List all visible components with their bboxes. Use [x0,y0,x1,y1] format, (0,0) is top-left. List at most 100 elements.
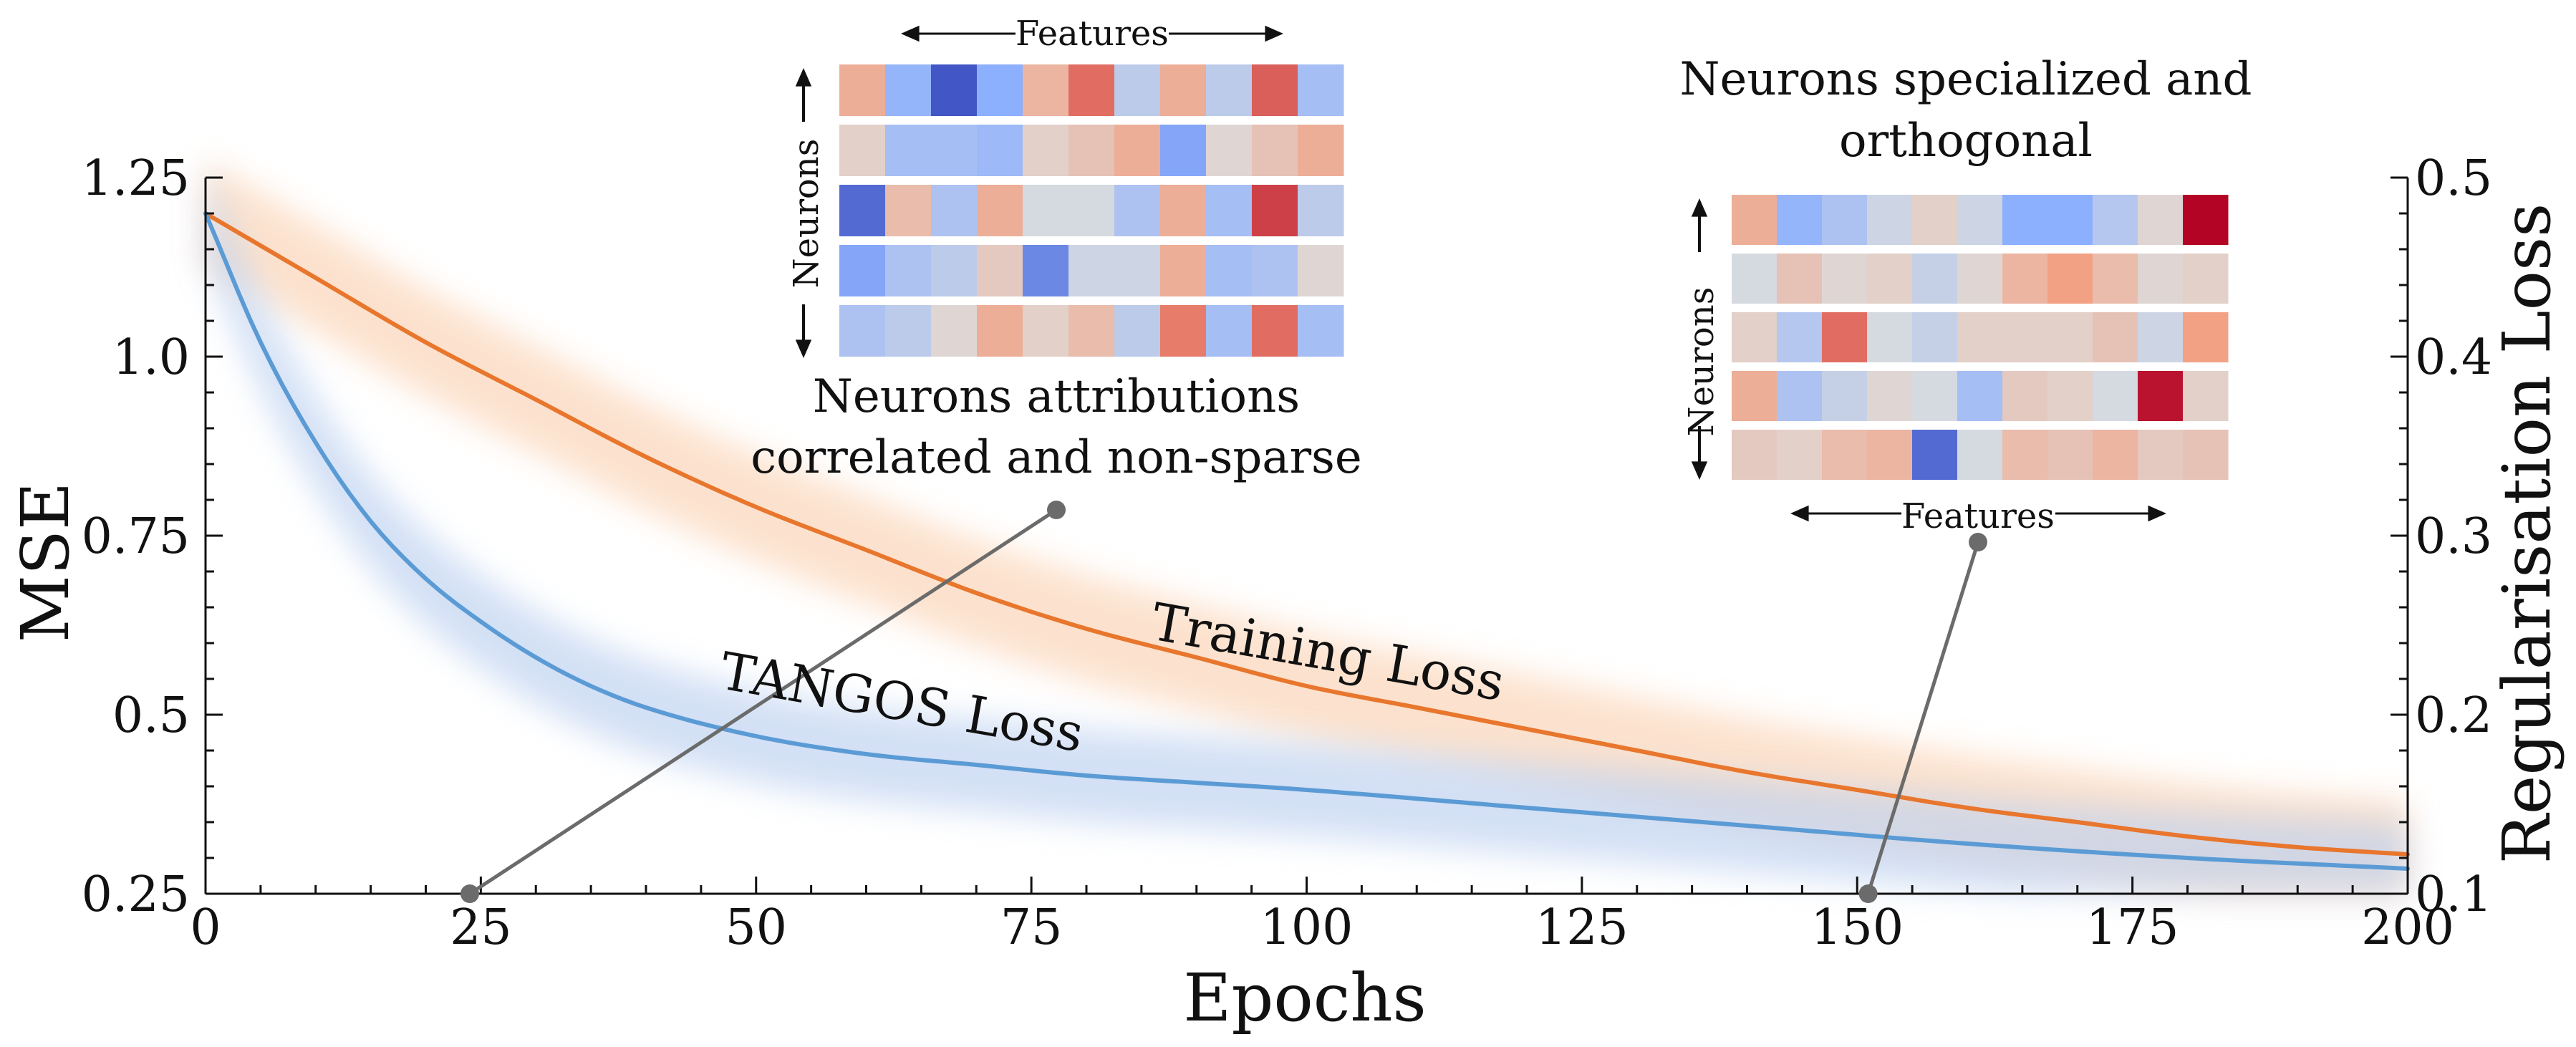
late-heatmap-cell [2183,312,2229,362]
arrow-right-icon [1265,25,1283,42]
heatmap-insets [795,25,2229,522]
early-heatmap-cell [839,64,886,116]
early-heatmap-cell [1023,245,1069,296]
early-heatmap-cell [1298,64,1344,116]
early-heatmap-cell [1160,305,1207,357]
loss-uncertainty-bands [206,160,2408,894]
late-heatmap-cell [2047,371,2093,421]
early-heatmap-cell [1206,305,1253,357]
late-heatmap-cell [1912,312,1958,362]
early-heatmap-cell [885,185,932,236]
early-leader-line [468,508,1058,896]
early-heatmap-cell [931,245,978,296]
arrow-down-icon [1691,461,1708,480]
late-heatmap-cell [2138,254,2184,304]
early-heatmap-cell [1114,305,1161,357]
late-heatmap-cell [1912,195,1958,245]
band-tangos-loss [206,167,2408,894]
early-label-marker [1047,501,1066,519]
late-heatmap-cell [1822,312,1868,362]
x-tick-label: 100 [1260,899,1354,956]
early-heatmap-cell [977,125,1023,176]
early-heatmap-cell [977,245,1023,296]
y2-tick-label: 0.2 [2415,687,2492,744]
late-heatmap-cell [2047,195,2093,245]
late-heatmap-cell [2002,195,2048,245]
early-annotation-line-2: correlated and non-sparse [751,431,1362,484]
arrow-up-icon [795,68,812,87]
early-heatmap-cell [1114,125,1161,176]
late-heatmap-cell [2093,195,2138,245]
early-heatmap-cell [1068,64,1115,116]
early-heatmap-cell [1206,125,1253,176]
early-heatmap-cell [1206,64,1253,116]
early-heatmap-cell [1023,125,1069,176]
y-tick-label: 0.25 [82,867,190,923]
late-heatmap-cell [1822,430,1868,480]
late-heatmap-cell [1732,430,1777,480]
late-heatmap-cell [1957,195,2003,245]
late-heatmap-cell [1732,254,1777,304]
late-heatmap-cell [2047,254,2093,304]
early-heatmap-cell [1298,125,1344,176]
early-heatmap-cell [885,305,932,357]
late-heatmap-cell [1867,371,1913,421]
early-heatmap-cell [1114,64,1161,116]
x-axis-title: Epochs [1183,960,1426,1036]
x-tick-label: 75 [1000,899,1063,956]
late-heatmap-cell [2183,430,2229,480]
late-annotation-line-1: Neurons specialized and [1680,53,2252,106]
early-heatmap-cell [1252,125,1298,176]
late-heatmap-cell [1777,430,1823,480]
y2-axis-title: Regularisation Loss [2489,203,2565,864]
early-heatmap-cell [1206,245,1253,296]
late-heatmap-cell [1822,371,1868,421]
early-heatmap-cell [1298,185,1344,236]
late-heatmap-cell [2138,195,2184,245]
early-heatmap-cell [1068,305,1115,357]
y-axis-title: MSE [7,482,84,642]
y2-tick-label: 0.5 [2415,150,2492,207]
late-heatmap-cell [2183,371,2229,421]
early-heatmap-cell [839,125,886,176]
arrow-up-icon [1691,198,1708,217]
early-heatmap-cell [1252,305,1298,357]
late-heatmap-cell [2138,430,2184,480]
early-heatmap-cell [1252,64,1298,116]
late-heatmap-cell [1777,312,1823,362]
arrow-left-icon [901,25,920,42]
x-tick-label: 175 [2086,899,2179,956]
early-heatmap-cell [1114,185,1161,236]
y-tick-label: 0.5 [112,687,190,744]
late-annotation-line-2: orthogonal [1839,115,2093,168]
early-heatmap-cell [1068,125,1115,176]
late-heatmap-cell [1957,312,2003,362]
late-neurons-label: Neurons [1682,287,1722,437]
early-heatmap-cell [885,64,932,116]
arrow-down-icon [795,339,812,358]
axes: 0 25 50 75 100 125 150 175 200 0.25 0.5 0.75 1.0 1.25… [82,150,2493,956]
early-heatmap-cell [839,305,886,357]
early-heatmap-cell [1068,245,1115,296]
early-heatmap-cell [885,245,932,296]
annotation-leaders [460,501,1987,903]
early-heatmap-cell [1023,185,1069,236]
late-heatmap-cell [1867,312,1913,362]
late-heatmap-cell [1912,371,1958,421]
late-heatmap-cell [1777,371,1823,421]
late-heatmap-cell [2093,312,2138,362]
late-heatmap-cell [2138,371,2184,421]
late-heatmap-cell [2183,254,2229,304]
y2-tick-label: 0.4 [2415,329,2492,386]
early-heatmap-cell [1160,185,1207,236]
early-heatmap-cell [1206,185,1253,236]
arrow-left-icon [1790,505,1809,522]
early-heatmap-cell [1298,245,1344,296]
early-heatmap-cell [977,305,1023,357]
y2-tick-label: 0.3 [2415,508,2492,565]
late-heatmap-cell [1867,254,1913,304]
late-heatmap-cell [2093,371,2138,421]
late-features-label: Features [1901,496,2055,536]
loss-curves [203,211,2410,871]
